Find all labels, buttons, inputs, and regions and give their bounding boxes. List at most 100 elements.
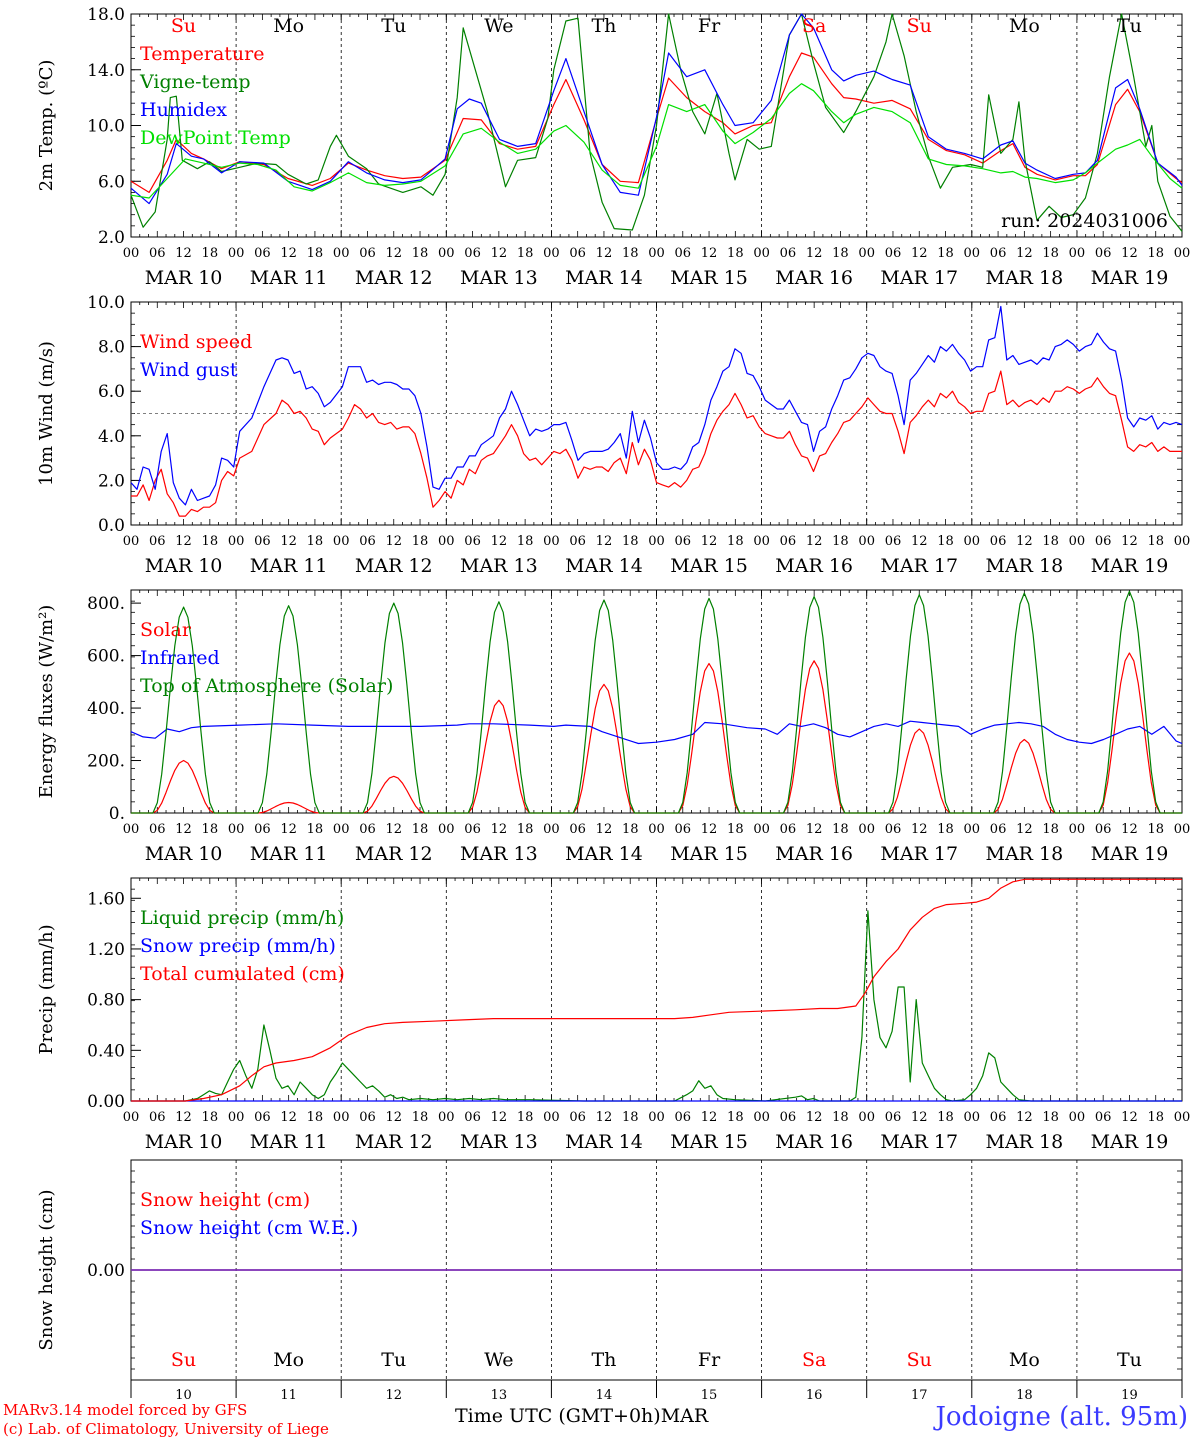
hour-label: 18 [832, 1110, 849, 1125]
hour-label: 12 [491, 1110, 508, 1125]
hour-label: 00 [1174, 534, 1191, 549]
hour-label: 00 [1174, 822, 1191, 837]
weekday-label-bottom: Mo [273, 1349, 304, 1371]
hour-label: 06 [675, 534, 692, 549]
y-tick-label: 200. [87, 752, 125, 772]
day-number: 14 [596, 1388, 613, 1403]
time-axis-label: Time UTC (GMT+0h) [455, 1405, 661, 1427]
hour-label: 12 [1121, 822, 1138, 837]
hour-label: 18 [622, 1110, 639, 1125]
legend-label: Wind gust [140, 359, 238, 381]
hour-label: 18 [937, 246, 954, 261]
hour-label: 12 [806, 1110, 823, 1125]
hour-label: 12 [806, 534, 823, 549]
date-label: MAR 11 [250, 1131, 328, 1153]
hour-label: 00 [123, 246, 140, 261]
weekday-label-top: Sa [802, 15, 826, 37]
hour-label: 00 [543, 822, 560, 837]
hour-label: 12 [1121, 1110, 1138, 1125]
day-number: 15 [701, 1388, 718, 1403]
weekday-label-top: Fr [698, 15, 721, 37]
run-label: run: 2024031006 [1001, 210, 1168, 232]
y-tick-label: 600. [87, 647, 125, 667]
hour-label: 06 [675, 822, 692, 837]
hour-label: 12 [385, 246, 402, 261]
date-label: MAR 18 [985, 843, 1063, 865]
y-tick-label: 400. [87, 699, 125, 719]
date-label: MAR 12 [355, 1131, 433, 1153]
hour-label: 12 [911, 822, 928, 837]
hour-label: 06 [675, 1110, 692, 1125]
weekday-label-top: Mo [273, 15, 304, 37]
hour-label: 18 [1042, 246, 1059, 261]
y-tick-label: 1.60 [87, 889, 125, 909]
hour-label: 06 [254, 246, 271, 261]
hour-label: 18 [412, 822, 429, 837]
hour-label: 18 [727, 1110, 744, 1125]
hour-label: 18 [1042, 534, 1059, 549]
hour-label: 00 [333, 822, 350, 837]
day-number: 16 [806, 1388, 823, 1403]
date-label: MAR 15 [670, 1131, 748, 1153]
hour-label: 18 [832, 534, 849, 549]
y-tick-label: 0.80 [87, 991, 125, 1011]
series-line [131, 370, 1182, 517]
hour-label: 06 [254, 822, 271, 837]
hour-label: 12 [175, 822, 192, 837]
hour-label: 06 [885, 822, 902, 837]
hour-label: 00 [858, 534, 875, 549]
hour-label: 06 [464, 822, 481, 837]
hour-label: 06 [885, 534, 902, 549]
hour-label: 18 [307, 534, 324, 549]
series-line [130, 13, 1183, 205]
y-tick-label: 6.0 [98, 382, 125, 402]
hour-label: 00 [333, 1110, 350, 1125]
hour-label: 06 [359, 534, 376, 549]
day-number: 13 [491, 1388, 508, 1403]
hour-label: 06 [464, 1110, 481, 1125]
date-label: MAR 15 [670, 843, 748, 865]
hour-label: 00 [753, 246, 770, 261]
hour-label: 12 [385, 534, 402, 549]
hour-label: 12 [1016, 246, 1033, 261]
hour-label: 00 [333, 246, 350, 261]
date-label: MAR 16 [775, 843, 853, 865]
hour-label: 06 [254, 1110, 271, 1125]
date-label: MAR 17 [880, 843, 958, 865]
weekday-label-bottom: Tu [381, 1349, 406, 1371]
hour-label: 18 [1147, 1110, 1164, 1125]
hour-label: 00 [1069, 1110, 1086, 1125]
hour-label: 18 [307, 822, 324, 837]
hour-label: 18 [202, 534, 219, 549]
weekday-label-top: Su [171, 15, 196, 37]
hour-label: 00 [438, 534, 455, 549]
hour-label: 06 [990, 1110, 1007, 1125]
weekday-label-bottom: Fr [698, 1349, 721, 1371]
y-tick-label: 0.00 [87, 1092, 125, 1112]
hour-label: 12 [385, 1110, 402, 1125]
date-label: MAR 15 [670, 555, 748, 577]
hour-label: 06 [675, 246, 692, 261]
y-tick-label: 10.0 [87, 117, 125, 137]
y-axis-label: Energy fluxes (W/m²) [36, 605, 57, 799]
y-tick-label: 6.0 [98, 172, 125, 192]
hour-label: 12 [701, 822, 718, 837]
hour-label: 00 [964, 534, 981, 549]
hour-label: 12 [280, 1110, 297, 1125]
hour-label: 12 [911, 534, 928, 549]
hour-label: 12 [280, 246, 297, 261]
panel-2: 0.0 2.0 4.0 6.0 8.0 10.0 10m Wind (m/s) Wind sp… [36, 293, 1190, 577]
series-line [130, 13, 1183, 232]
hour-label: 18 [1147, 246, 1164, 261]
date-label: MAR 16 [775, 555, 853, 577]
weekday-label-bottom: Su [171, 1349, 196, 1371]
hour-label: 06 [569, 534, 586, 549]
hour-label: 06 [780, 246, 797, 261]
hour-label: 18 [832, 246, 849, 261]
date-label: MAR 10 [145, 843, 223, 865]
date-label: MAR 19 [1091, 555, 1169, 577]
hour-label: 06 [885, 246, 902, 261]
day-number: 18 [1016, 1388, 1033, 1403]
hour-label: 00 [1069, 534, 1086, 549]
hour-label: 18 [622, 534, 639, 549]
